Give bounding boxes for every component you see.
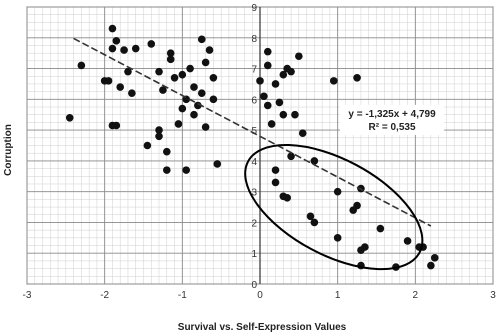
data-point [279, 70, 288, 79]
data-point [108, 44, 117, 53]
data-point [178, 70, 187, 79]
data-point [163, 166, 171, 174]
data-point [178, 104, 187, 113]
data-point [263, 61, 272, 70]
data-point [201, 58, 210, 67]
data-point [104, 77, 113, 85]
x-tick-label: 3 [490, 290, 496, 301]
x-tick-label: -3 [23, 290, 32, 301]
data-point [201, 123, 210, 131]
x-tick-label: -2 [100, 290, 109, 301]
data-point [155, 132, 163, 141]
data-point [190, 110, 198, 119]
data-point [197, 89, 206, 97]
y-tick-label: 8 [251, 34, 257, 45]
data-point [357, 246, 365, 254]
data-point [128, 89, 136, 97]
y-tick-label: 4 [251, 157, 257, 168]
x-tick-label: 2 [413, 290, 419, 301]
data-point [298, 129, 307, 137]
data-point [155, 67, 163, 76]
r-squared-text: R² = 0,535 [369, 122, 416, 133]
x-tick-label: 0 [257, 290, 263, 301]
y-tick-label: 1 [251, 249, 257, 260]
data-point [120, 46, 128, 54]
data-point [306, 212, 315, 221]
data-point [197, 35, 206, 44]
data-point [182, 166, 191, 174]
data-point [427, 261, 435, 270]
data-point [166, 55, 175, 64]
data-point [329, 77, 338, 85]
data-point [131, 44, 140, 53]
data-point [267, 120, 276, 128]
data-point [112, 37, 121, 45]
data-point [213, 160, 222, 168]
data-point [403, 237, 412, 245]
y-tick-label: 5 [251, 126, 257, 137]
equation-background [340, 104, 445, 135]
data-point [263, 47, 272, 56]
data-point [260, 92, 268, 101]
data-point [108, 24, 117, 33]
y-tick-label: 6 [251, 95, 257, 106]
data-point [205, 46, 214, 54]
data-point [147, 40, 156, 48]
data-point [112, 121, 121, 130]
y-tick-label: 9 [251, 3, 257, 14]
data-point [291, 110, 299, 119]
data-point [283, 194, 291, 202]
data-point [333, 234, 342, 242]
data-point [333, 187, 342, 196]
y-tick-labels: 0 1 2 3 4 5 6 7 8 9 [251, 3, 257, 291]
x-tick-label: -1 [178, 290, 187, 301]
data-point [430, 254, 439, 262]
data-point [376, 224, 385, 233]
equation-annotation: y = -1,325x + 4,799 R² = 0,535 [340, 104, 445, 135]
highlight-ellipse [244, 143, 424, 271]
data-point [287, 67, 295, 76]
data-point [194, 101, 202, 110]
y-tick-label: 3 [251, 188, 257, 199]
x-tick-label: 1 [335, 290, 341, 301]
data-point [287, 152, 295, 161]
y-tick-label: 0 [251, 280, 257, 291]
data-point [275, 98, 284, 107]
y-tick-label: 2 [251, 218, 257, 229]
data-point [271, 80, 280, 88]
data-point [77, 61, 86, 70]
data-point [174, 120, 183, 128]
data-point [310, 218, 319, 227]
data-point [256, 77, 264, 85]
data-point [190, 83, 198, 91]
data-point [310, 157, 319, 165]
trendline [73, 37, 432, 227]
data-point [166, 49, 175, 57]
data-point [170, 73, 179, 82]
x-axis-title: Survival vs. Self-Expression Values [178, 322, 347, 333]
data-point [65, 114, 74, 122]
data-point [353, 73, 361, 82]
data-point [143, 141, 152, 150]
data-point [155, 126, 163, 134]
data-point [349, 206, 358, 214]
data-point [124, 67, 132, 76]
data-point [159, 86, 167, 94]
data-point [271, 178, 280, 187]
data-point [279, 110, 288, 119]
data-point [209, 95, 218, 104]
data-point [186, 64, 194, 73]
data-point [163, 147, 171, 156]
data-point [295, 52, 303, 61]
data-point [116, 83, 124, 91]
data-point [271, 166, 280, 174]
data-point [209, 73, 218, 82]
y-axis-title: Corruption [3, 124, 14, 176]
y-tick-label: 7 [251, 65, 257, 76]
equation-text: y = -1,325x + 4,799 [348, 109, 436, 120]
x-tick-labels: -3 -2 -1 0 1 2 3 [23, 290, 497, 301]
data-point [263, 101, 272, 110]
